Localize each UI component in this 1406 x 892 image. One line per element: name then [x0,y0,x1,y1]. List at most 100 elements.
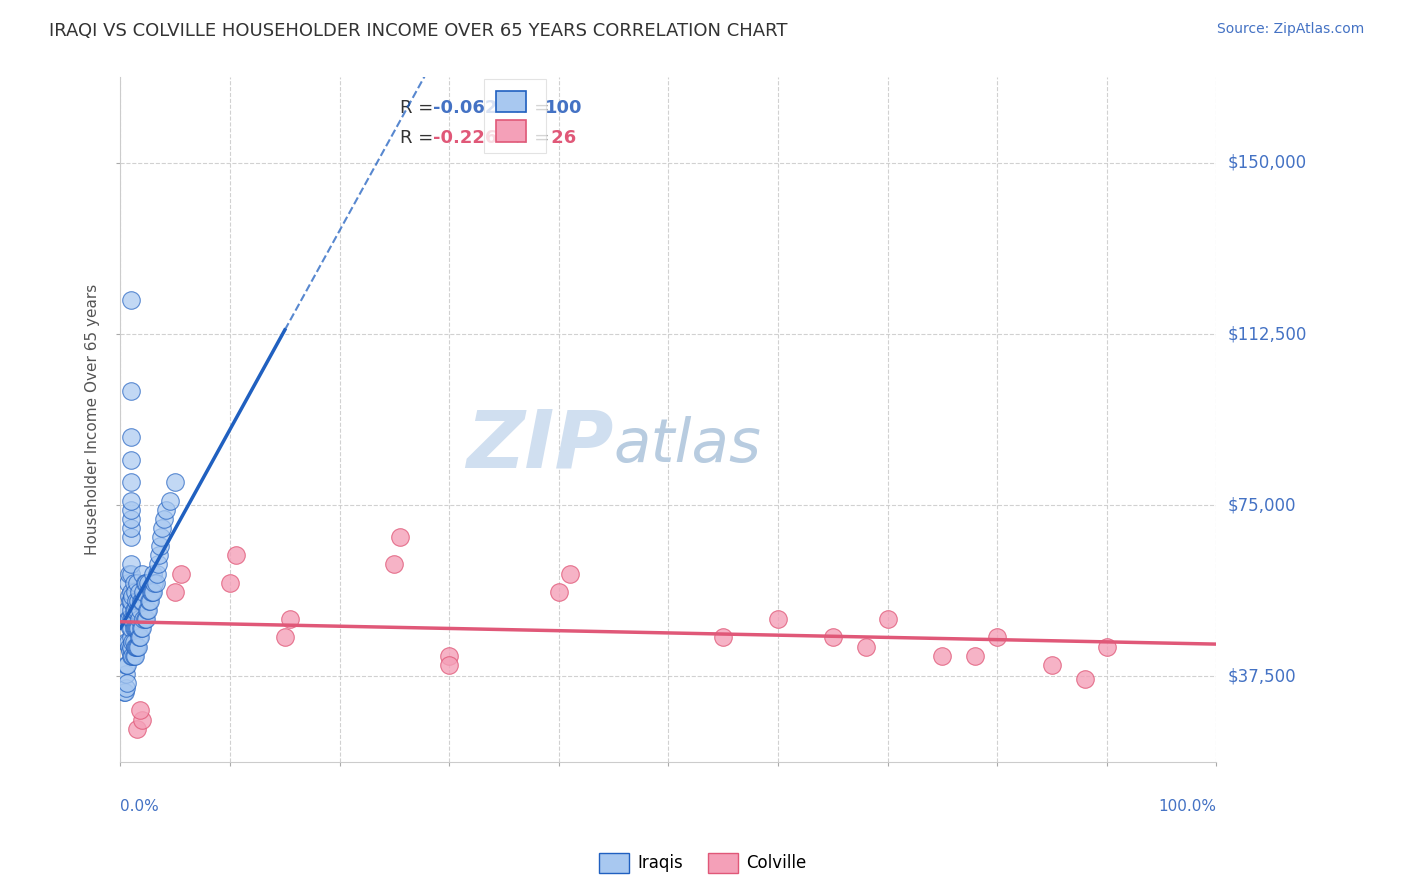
Point [711,631,734,645]
Point [128,631,150,645]
Text: IRAQI VS COLVILLE HOUSEHOLDER INCOME OVER 65 YEARS CORRELATION CHART: IRAQI VS COLVILLE HOUSEHOLDER INCOME OVE… [49,22,787,40]
Point [120,621,142,635]
Text: $150,000: $150,000 [1227,154,1306,172]
Point [121,648,143,663]
Point [120,384,142,398]
Point [118,640,141,654]
Point [117,635,139,649]
Text: -0.062: -0.062 [433,99,498,117]
Point [131,594,153,608]
Legend: Iraqis, Colville: Iraqis, Colville [592,847,814,880]
Point [120,293,142,307]
Point [121,635,143,649]
Point [125,640,148,654]
Point [143,575,166,590]
Point [855,640,877,654]
Point [439,657,461,672]
Point [120,452,142,467]
Point [141,584,163,599]
Point [384,558,406,572]
Point [127,621,149,635]
Point [135,575,157,590]
Point [124,648,146,663]
Point [120,558,142,572]
Point [136,575,159,590]
Point [120,631,142,645]
Text: ZIP: ZIP [467,407,613,485]
Point [120,521,142,535]
Point [170,566,193,581]
Point [125,575,148,590]
Point [125,603,148,617]
Point [135,603,157,617]
Point [219,575,242,590]
Point [120,603,142,617]
Point [124,603,146,617]
Point [122,635,145,649]
Point [135,612,157,626]
Point [131,566,153,581]
Point [125,594,148,608]
Point [159,493,181,508]
Point [165,475,187,490]
Point [121,590,143,604]
Point [132,612,155,626]
Point [131,713,153,727]
Y-axis label: Householder Income Over 65 years: Householder Income Over 65 years [86,284,100,555]
Point [124,640,146,654]
Point [120,493,142,508]
Point [142,566,165,581]
Point [125,621,148,635]
Text: atlas: atlas [613,417,762,475]
Point [120,612,142,626]
Point [139,594,162,608]
Point [149,539,172,553]
Point [128,612,150,626]
Point [127,594,149,608]
Point [120,502,142,516]
Point [120,640,142,654]
Point [142,584,165,599]
Point [128,584,150,599]
Point [112,685,135,699]
Point [118,590,141,604]
Point [120,530,142,544]
Point [821,631,844,645]
Point [115,657,138,672]
Point [153,512,176,526]
Point [136,603,159,617]
Text: R =: R = [399,128,439,146]
Point [125,621,148,635]
Point [115,635,138,649]
Point [124,621,146,635]
Point [115,603,138,617]
Point [120,594,142,608]
Point [278,612,301,626]
Point [965,648,987,663]
Point [547,584,569,599]
Point [986,631,1008,645]
Point [115,681,138,695]
Point [134,612,156,626]
Point [115,667,138,681]
Point [766,612,789,626]
Point [134,575,156,590]
Point [120,648,142,663]
Text: N =: N = [515,99,555,117]
Point [115,676,138,690]
Point [120,475,142,490]
Text: N =: N = [515,128,555,146]
Point [146,558,169,572]
Text: $37,500: $37,500 [1227,667,1296,685]
Point [876,612,898,626]
Point [120,512,142,526]
Point [148,549,170,563]
Point [124,584,146,599]
Point [118,566,141,581]
Point [120,644,142,658]
Point [122,621,145,635]
Point [1040,657,1063,672]
Point [131,621,153,635]
Point [931,648,953,663]
Point [439,648,461,663]
